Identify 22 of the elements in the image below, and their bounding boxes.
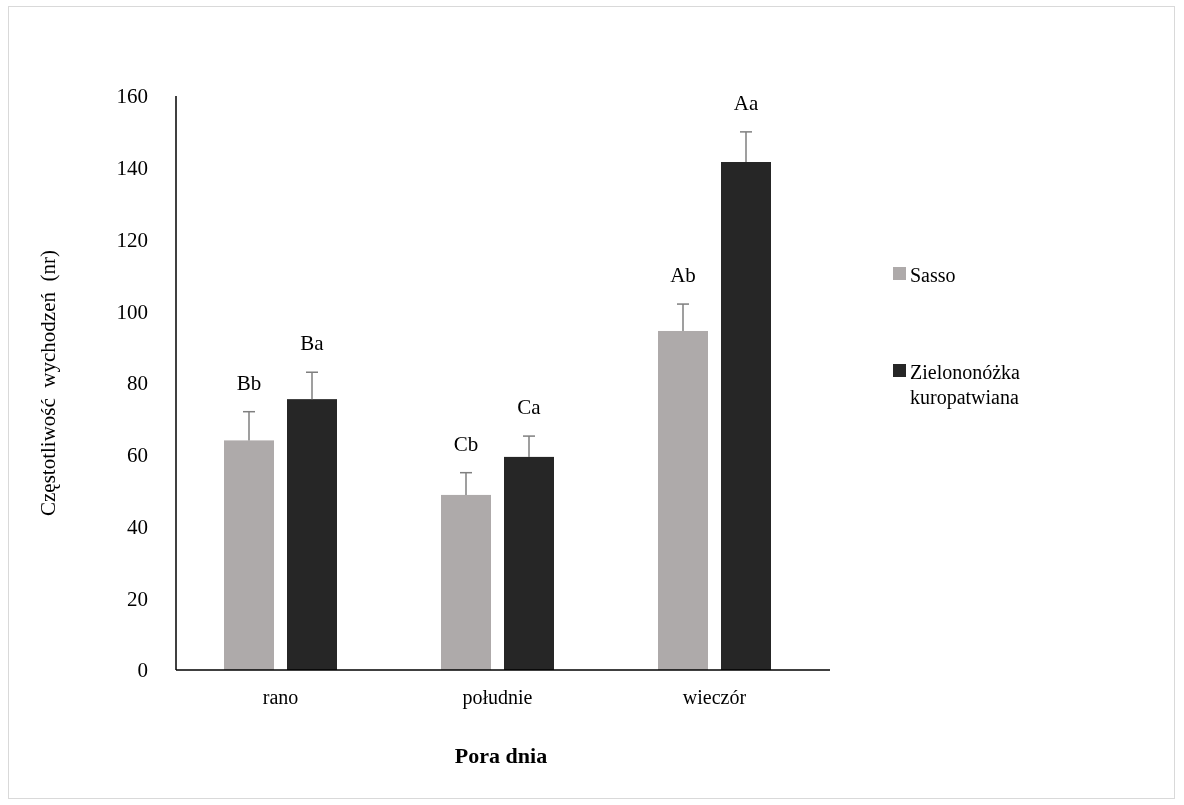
y-tick-label: 0 xyxy=(137,658,148,683)
y-tick-label: 40 xyxy=(127,514,148,539)
x-tick-label: rano xyxy=(262,686,299,708)
y-tick-label: 120 xyxy=(116,227,148,252)
x-axis-title: Pora dnia xyxy=(454,743,548,768)
y-tick-label: 60 xyxy=(127,443,148,468)
annotation: Ab xyxy=(670,263,696,288)
y-tick-label: 100 xyxy=(116,299,148,324)
y-axis-title: Częstotliwość wychodzeń (nr) xyxy=(36,250,60,516)
x-tick-label: wieczór xyxy=(682,686,747,708)
annotation: Ba xyxy=(300,331,325,356)
y-tick-label: 20 xyxy=(127,586,148,611)
x-tick-label: południe xyxy=(462,686,533,709)
legend-label: Zielononóżka kuropatwiana xyxy=(910,361,1021,409)
annotation: Cb xyxy=(453,431,479,456)
annotation: Bb xyxy=(236,370,262,395)
y-tick-label: 160 xyxy=(116,84,148,109)
annotation: Aa xyxy=(733,90,759,115)
legend-label: Sasso xyxy=(910,264,956,286)
y-tick-label: 80 xyxy=(127,371,148,396)
annotation: Ca xyxy=(517,395,542,420)
y-tick-label: 140 xyxy=(116,156,148,181)
